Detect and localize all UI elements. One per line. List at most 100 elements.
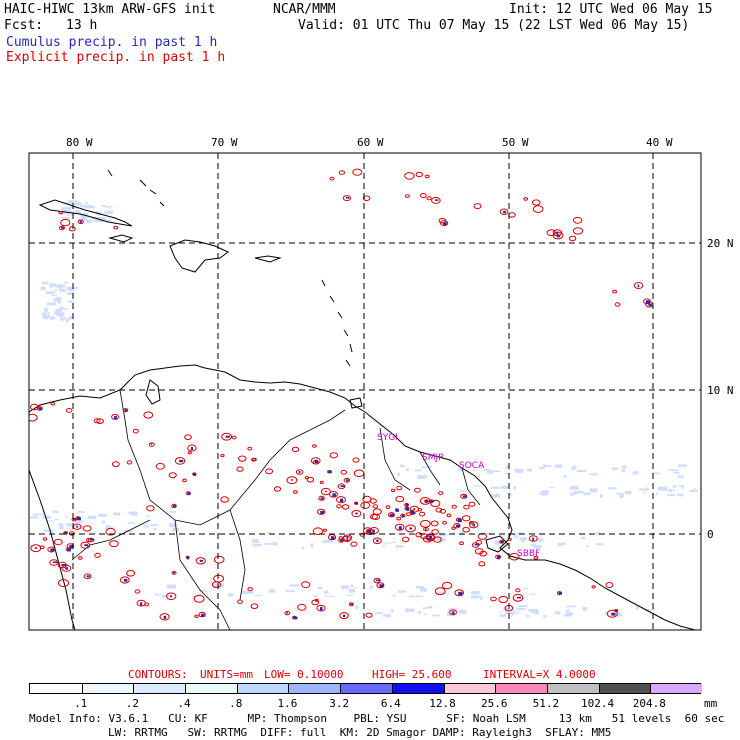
explicit-precip-cell [247,446,253,451]
light-precip-patch [538,467,545,469]
cumulus-precip-cell [52,561,58,563]
light-precip-patch [423,466,430,468]
scale-tick-label: 6.4 [380,697,401,710]
light-precip-patch [85,202,88,205]
light-precip-patch [105,525,111,528]
light-precip-patch [374,612,383,614]
light-precip-patch [570,467,577,470]
cumulus-precip-cell [646,300,650,304]
explicit-precip-cell [82,525,92,532]
explicit-precip-cell [194,614,199,618]
explicit-precip-cell [463,504,470,510]
light-precip-patch [168,523,177,528]
light-precip-patch [154,593,159,595]
explicit-precip-cell [572,227,584,235]
explicit-precip-cell [187,444,197,452]
explicit-precip-cell [83,573,92,580]
light-precip-patch [563,475,567,478]
explicit-precip-cell [36,406,43,411]
light-precip-patch [542,464,546,468]
scale-tick-label: .4 [177,697,191,710]
explicit-precip-cell [546,229,556,237]
light-precip-patch [43,312,50,314]
explicit-precip-cell [338,170,345,175]
light-precip-patch [510,614,514,617]
explicit-precip-cell [533,555,539,560]
light-precip-patch [582,607,588,611]
explicit-precip-cell [77,219,84,225]
explicit-precip-cell [122,408,129,413]
explicit-precip-cell [132,428,139,434]
cumulus-precip-cell [500,540,503,543]
cumulus-precip-cells [34,197,652,620]
explicit-precip-cell [42,537,48,541]
cumulus-precip-cell [366,530,372,534]
light-precip-patch [63,282,68,284]
cumulus-precip-cell [314,459,319,463]
scale-tick-label: 204.8 [632,697,666,710]
explicit-precip-cell [446,513,452,518]
light-precip-patch [414,595,423,598]
light-precip-patch [50,285,54,288]
explicit-precip-cell [311,599,320,606]
light-precip-patch [354,586,357,589]
light-precip-patch [427,465,433,468]
explicit-precip-cell [336,504,342,509]
light-precip-patch [521,540,525,543]
explicit-precip-cell [474,548,484,555]
light-precip-patch [432,614,440,617]
explicit-precip-cell [96,418,104,425]
light-precip-patch [621,468,625,473]
light-precip-patch [523,587,529,590]
scale-unit: mm [704,697,718,710]
light-precip-patch [267,532,271,534]
cumulus-precip-cell [611,612,616,616]
light-precip-patch [68,200,77,204]
explicit-precip-cell [49,559,59,566]
explicit-precip-cell [174,457,186,465]
cumulus-precip-cell [434,199,439,201]
explicit-precip-cell [478,561,486,567]
explicit-precip-cell [372,537,382,545]
organization: NCAR/MMM [273,2,336,17]
explicit-precip-cell [387,512,395,518]
explicit-precip-cell [531,199,541,206]
light-precip-patch [555,464,562,468]
explicit-precip-cell [568,235,577,242]
explicit-precip-cell [316,604,326,612]
light-precip-patch [333,539,337,541]
scale-swatch [236,684,289,693]
light-precip-patch [399,464,405,468]
explicit-precip-cell [352,457,360,463]
light-precip-patch [46,302,56,306]
light-precip-patch [348,588,355,593]
light-precip-patch [75,200,79,202]
explicit-precip-cell [193,594,205,603]
cumulus-precip-cell [409,527,412,530]
scale-tick-label: .1 [74,697,88,710]
light-precip-patch [405,608,415,612]
light-precip-patch [302,546,305,550]
explicit-precip-cell [394,523,405,531]
light-precip-patch [75,520,83,523]
init-time: Init: 12 UTC Wed 06 May 15 [509,2,713,17]
cumulus-precip-cell [355,502,358,505]
light-precip-patch [513,534,518,537]
cumulus-precip-cell [86,575,90,578]
explicit-precip-cell [338,536,344,540]
explicit-precip-cell [58,211,63,215]
explicit-precip-cell [312,444,317,448]
light-precip-patch [252,539,259,542]
explicit-precip-cell [126,570,136,577]
explicit-precip-cell [68,226,76,232]
explicit-precip-cell [60,218,71,227]
cumulus-precip-cell [50,548,55,552]
light-precip-patch [632,471,639,475]
light-precip-patch [621,465,627,468]
light-precip-patch [530,543,537,547]
explicit-precip-cell [327,534,337,541]
lat-label-10n: 10 N [707,384,734,397]
cumulus-precip-cell [648,303,652,307]
light-precip-patch [143,524,149,528]
cumulus-precip-cell [373,529,375,533]
